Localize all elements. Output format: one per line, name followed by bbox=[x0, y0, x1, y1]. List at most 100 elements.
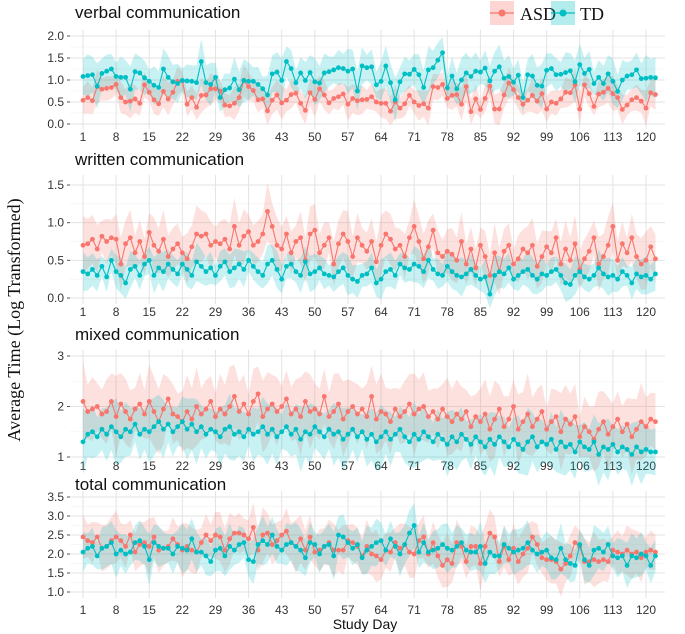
data-point-asd bbox=[530, 424, 535, 430]
data-point-td bbox=[250, 431, 256, 437]
data-point-asd bbox=[525, 411, 531, 417]
data-point-asd bbox=[648, 547, 654, 553]
data-point-td bbox=[440, 50, 445, 56]
data-point-td bbox=[525, 439, 531, 445]
data-point-td bbox=[397, 261, 403, 267]
data-point-td bbox=[586, 447, 592, 452]
data-point-td bbox=[99, 263, 105, 269]
data-point-td bbox=[113, 551, 119, 557]
data-point-asd bbox=[501, 424, 507, 430]
data-point-asd bbox=[255, 97, 261, 103]
data-point-td bbox=[525, 72, 531, 78]
data-point-asd bbox=[421, 404, 427, 409]
data-point-asd bbox=[440, 82, 445, 87]
data-point-td bbox=[132, 69, 138, 75]
data-point-asd bbox=[421, 101, 427, 107]
data-point-asd bbox=[591, 104, 597, 109]
data-point-td bbox=[577, 439, 583, 445]
data-point-td bbox=[123, 280, 128, 286]
data-point-asd bbox=[279, 532, 285, 538]
data-point-td bbox=[425, 434, 431, 440]
panel-title: mixed communication bbox=[75, 325, 239, 344]
data-point-asd bbox=[492, 416, 497, 422]
data-point-asd bbox=[227, 246, 233, 252]
data-point-td bbox=[161, 545, 166, 551]
data-point-asd bbox=[515, 95, 521, 100]
data-point-td bbox=[511, 436, 516, 442]
data-point-td bbox=[534, 82, 540, 88]
data-point-td bbox=[213, 74, 218, 80]
data-point-asd bbox=[463, 409, 469, 414]
data-point-td bbox=[407, 266, 412, 272]
data-point-asd bbox=[596, 91, 602, 97]
data-point-asd bbox=[582, 82, 587, 88]
data-point-asd bbox=[525, 545, 531, 551]
data-point-asd bbox=[293, 239, 299, 244]
data-point-td bbox=[260, 86, 266, 92]
data-point-td bbox=[142, 75, 147, 81]
data-point-td bbox=[558, 71, 564, 77]
data-point-td bbox=[156, 85, 162, 90]
data-point-asd bbox=[591, 557, 597, 563]
data-point-td bbox=[388, 80, 393, 86]
data-point-td bbox=[487, 291, 493, 297]
data-point-td bbox=[378, 78, 384, 84]
data-point-td bbox=[236, 87, 242, 93]
data-point-asd bbox=[648, 244, 654, 250]
data-point-asd bbox=[260, 231, 266, 237]
ci-band-td bbox=[83, 503, 656, 588]
data-point-asd bbox=[629, 235, 635, 241]
data-point-asd bbox=[184, 101, 190, 107]
data-point-td bbox=[151, 82, 157, 88]
data-point-asd bbox=[132, 549, 138, 555]
data-point-asd bbox=[558, 96, 564, 102]
data-point-td bbox=[421, 429, 427, 435]
data-point-td bbox=[350, 545, 356, 551]
data-point-asd bbox=[99, 233, 105, 239]
data-point-asd bbox=[146, 230, 152, 235]
data-point-asd bbox=[373, 416, 379, 422]
data-point-asd bbox=[496, 406, 502, 412]
data-point-td bbox=[99, 71, 105, 76]
data-point-asd bbox=[605, 85, 611, 91]
data-point-td bbox=[601, 271, 606, 277]
data-point-td bbox=[487, 436, 493, 442]
panel-title: verbal communication bbox=[75, 3, 240, 22]
data-point-td bbox=[478, 439, 483, 445]
data-point-td bbox=[184, 426, 190, 432]
data-point-td bbox=[321, 544, 327, 549]
data-point-td bbox=[231, 76, 237, 82]
data-point-td bbox=[425, 67, 431, 73]
data-point-td bbox=[454, 273, 460, 278]
data-point-asd bbox=[350, 540, 356, 545]
data-point-asd bbox=[265, 208, 270, 214]
data-point-td bbox=[213, 547, 218, 553]
data-point-asd bbox=[373, 553, 379, 559]
data-point-td bbox=[416, 549, 422, 555]
data-point-td bbox=[198, 263, 204, 269]
data-point-asd bbox=[440, 254, 445, 259]
data-point-asd bbox=[123, 241, 128, 247]
data-point-asd bbox=[142, 540, 147, 545]
data-point-td bbox=[492, 441, 497, 447]
x-tick-label: 29 bbox=[209, 459, 223, 473]
x-tick-label: 64 bbox=[374, 459, 388, 473]
x-tick-label: 43 bbox=[275, 603, 289, 617]
data-point-td bbox=[605, 71, 611, 77]
data-point-asd bbox=[369, 94, 374, 100]
data-point-td bbox=[90, 266, 95, 272]
x-tick-label: 8 bbox=[113, 130, 120, 144]
data-point-td bbox=[591, 547, 597, 553]
data-point-asd bbox=[596, 559, 602, 564]
data-point-td bbox=[345, 540, 351, 545]
data-point-td bbox=[397, 426, 403, 432]
data-point-asd bbox=[478, 419, 483, 425]
data-point-asd bbox=[165, 396, 171, 402]
data-point-td bbox=[255, 269, 261, 275]
data-point-asd bbox=[482, 411, 488, 417]
data-point-asd bbox=[402, 101, 408, 107]
ci-band-asd bbox=[83, 64, 656, 126]
data-point-asd bbox=[634, 426, 639, 432]
data-point-asd bbox=[615, 95, 621, 100]
data-point-asd bbox=[94, 246, 100, 252]
